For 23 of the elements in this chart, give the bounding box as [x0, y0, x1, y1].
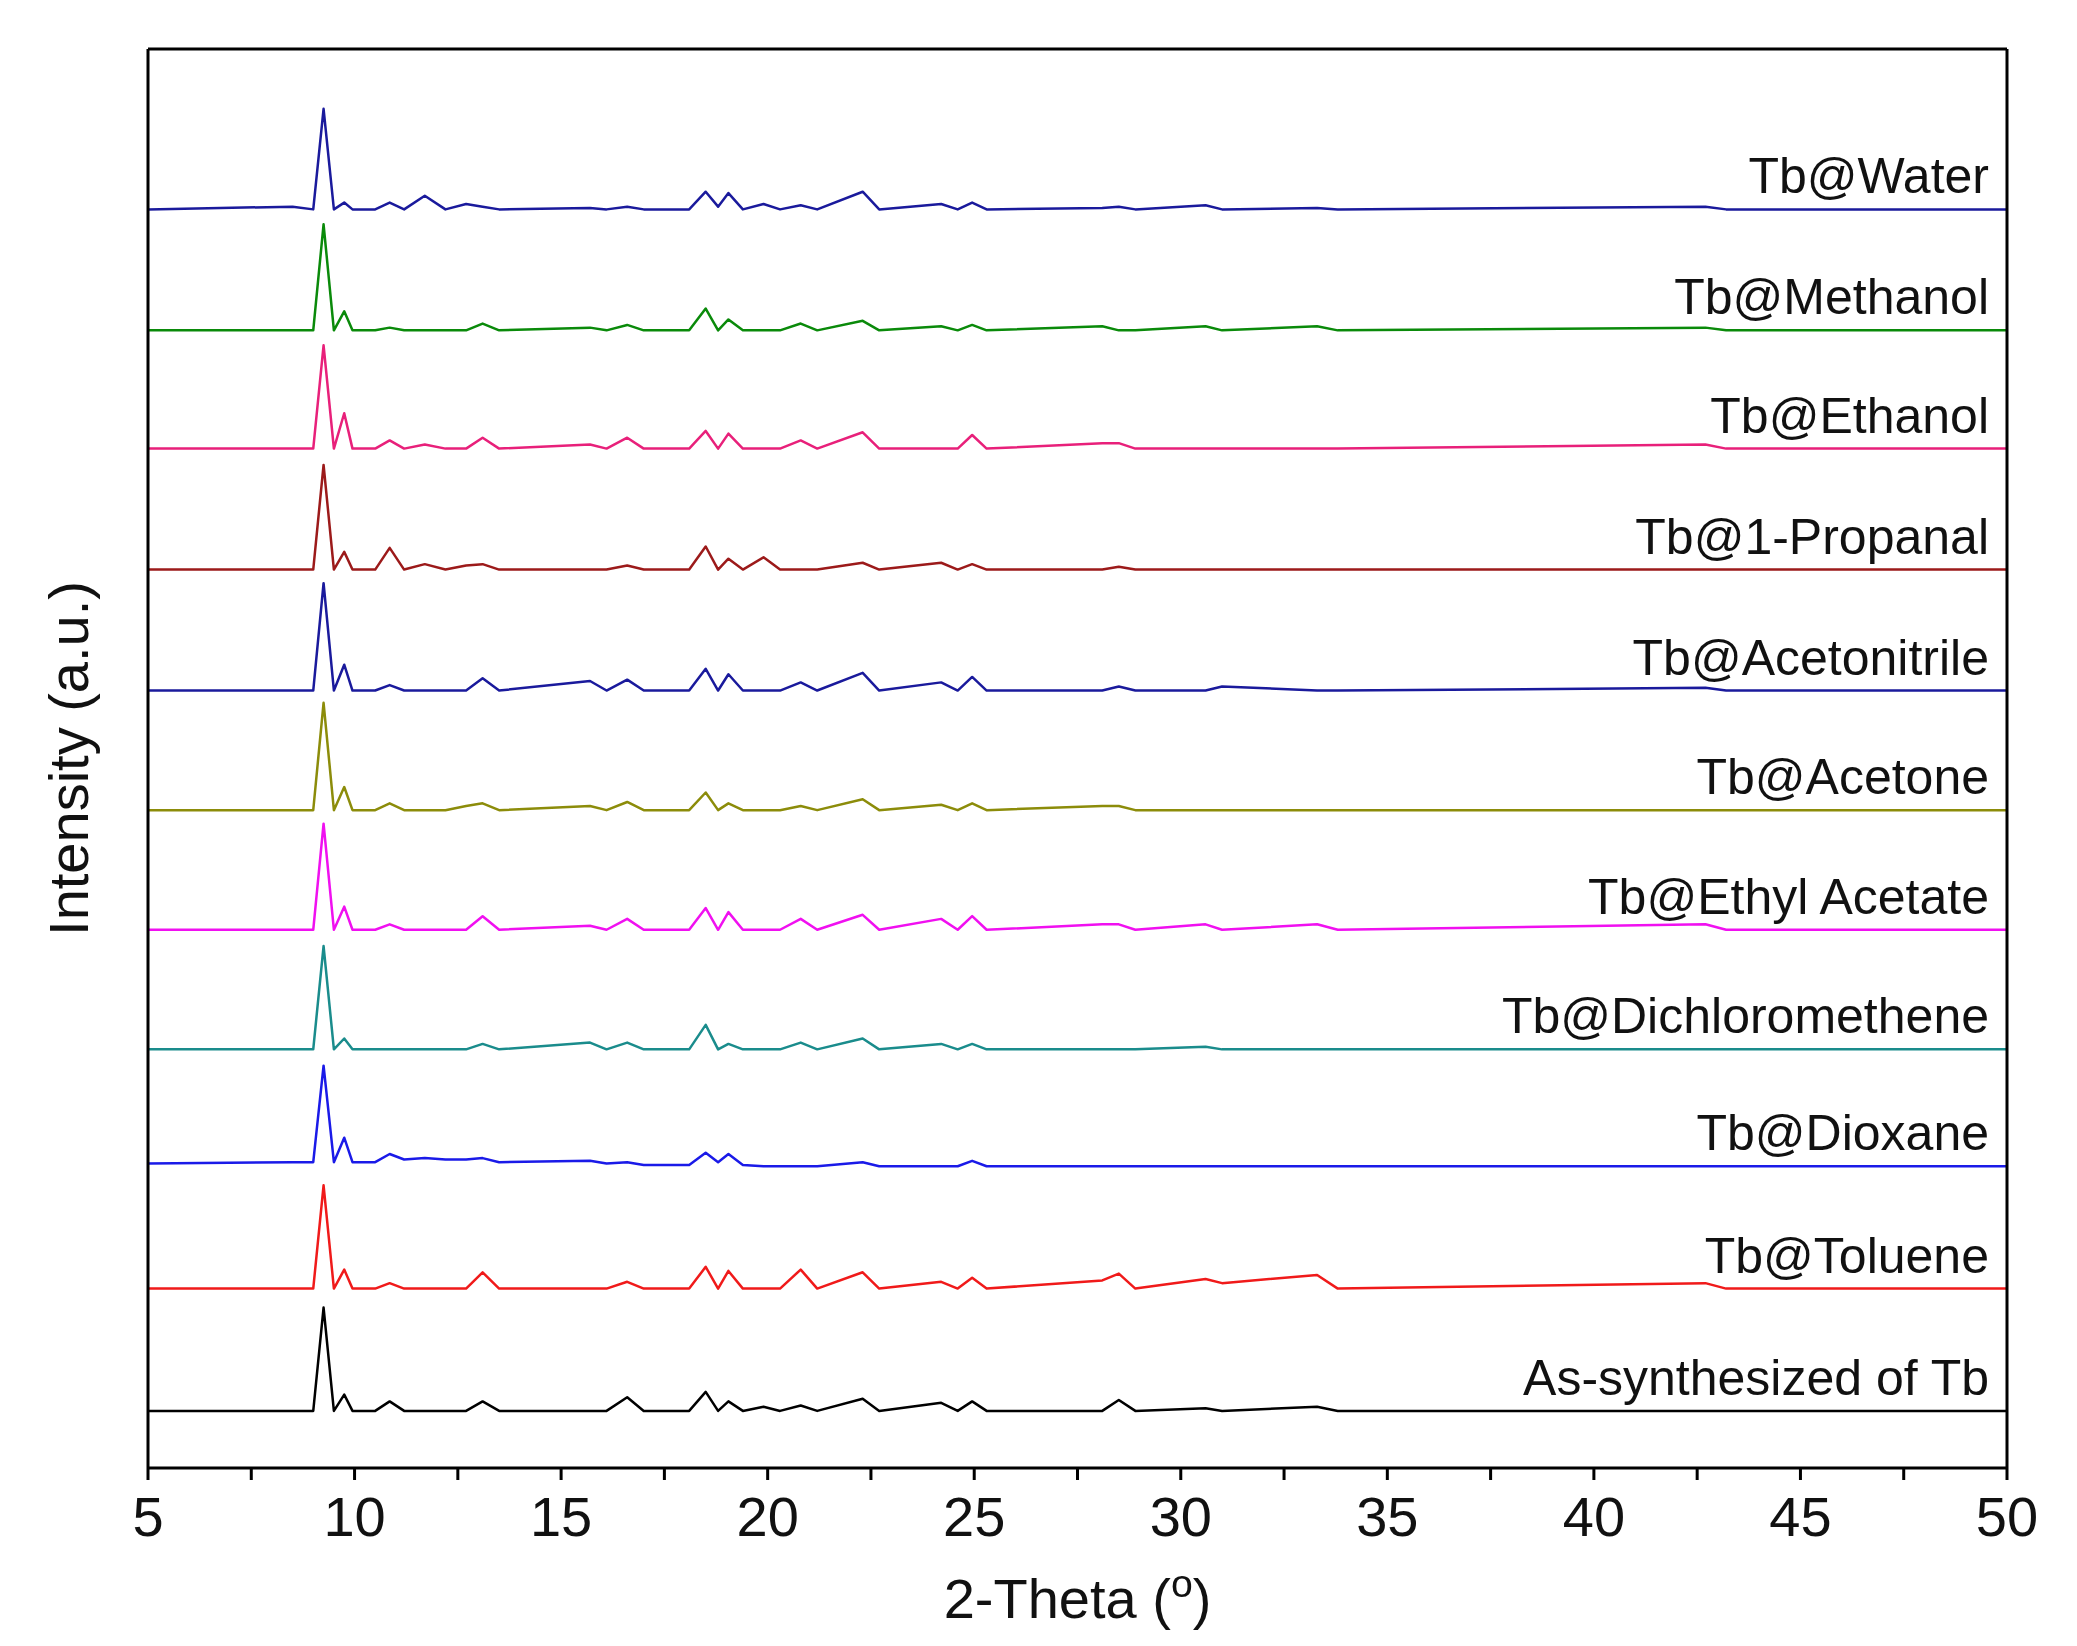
x-tick-label: 40 [1562, 1484, 1626, 1548]
x-tick-label: 10 [323, 1484, 386, 1548]
series-label: Tb@Acetone [1696, 749, 1989, 806]
series-label: Tb@Toluene [1704, 1227, 1989, 1284]
x-tick-label: 15 [529, 1484, 593, 1548]
x-tick-label: 25 [943, 1484, 1006, 1548]
x-tick-label: 5 [132, 1484, 164, 1548]
series-label: Tb@Water [1748, 148, 1989, 205]
x-tick-label: 35 [1356, 1484, 1419, 1548]
x-tick-label: 45 [1769, 1484, 1832, 1548]
x-axis-title: 2-Theta ($^{o}$) [943, 1561, 1212, 1630]
series-label: Tb@1-Propanal [1635, 508, 1989, 565]
series-label: Tb@Ethyl Acetate [1588, 868, 1989, 925]
series-label: As-synthesized of Tb [1523, 1349, 1989, 1406]
series-label: Tb@Dichloromethene [1501, 988, 1989, 1045]
y-axis-title: Intensity (a.u.) [37, 581, 100, 936]
series-label: Tb@Acetonitrile [1632, 629, 1989, 686]
x-tick-label: 20 [736, 1484, 799, 1548]
x-tick-label: 30 [1149, 1484, 1212, 1548]
series-label: Tb@Ethanol [1710, 387, 1989, 444]
series-label: Tb@Dioxane [1696, 1105, 1989, 1162]
x-tick-label: 50 [1975, 1484, 2039, 1548]
series-label: Tb@Methanol [1674, 269, 1989, 326]
